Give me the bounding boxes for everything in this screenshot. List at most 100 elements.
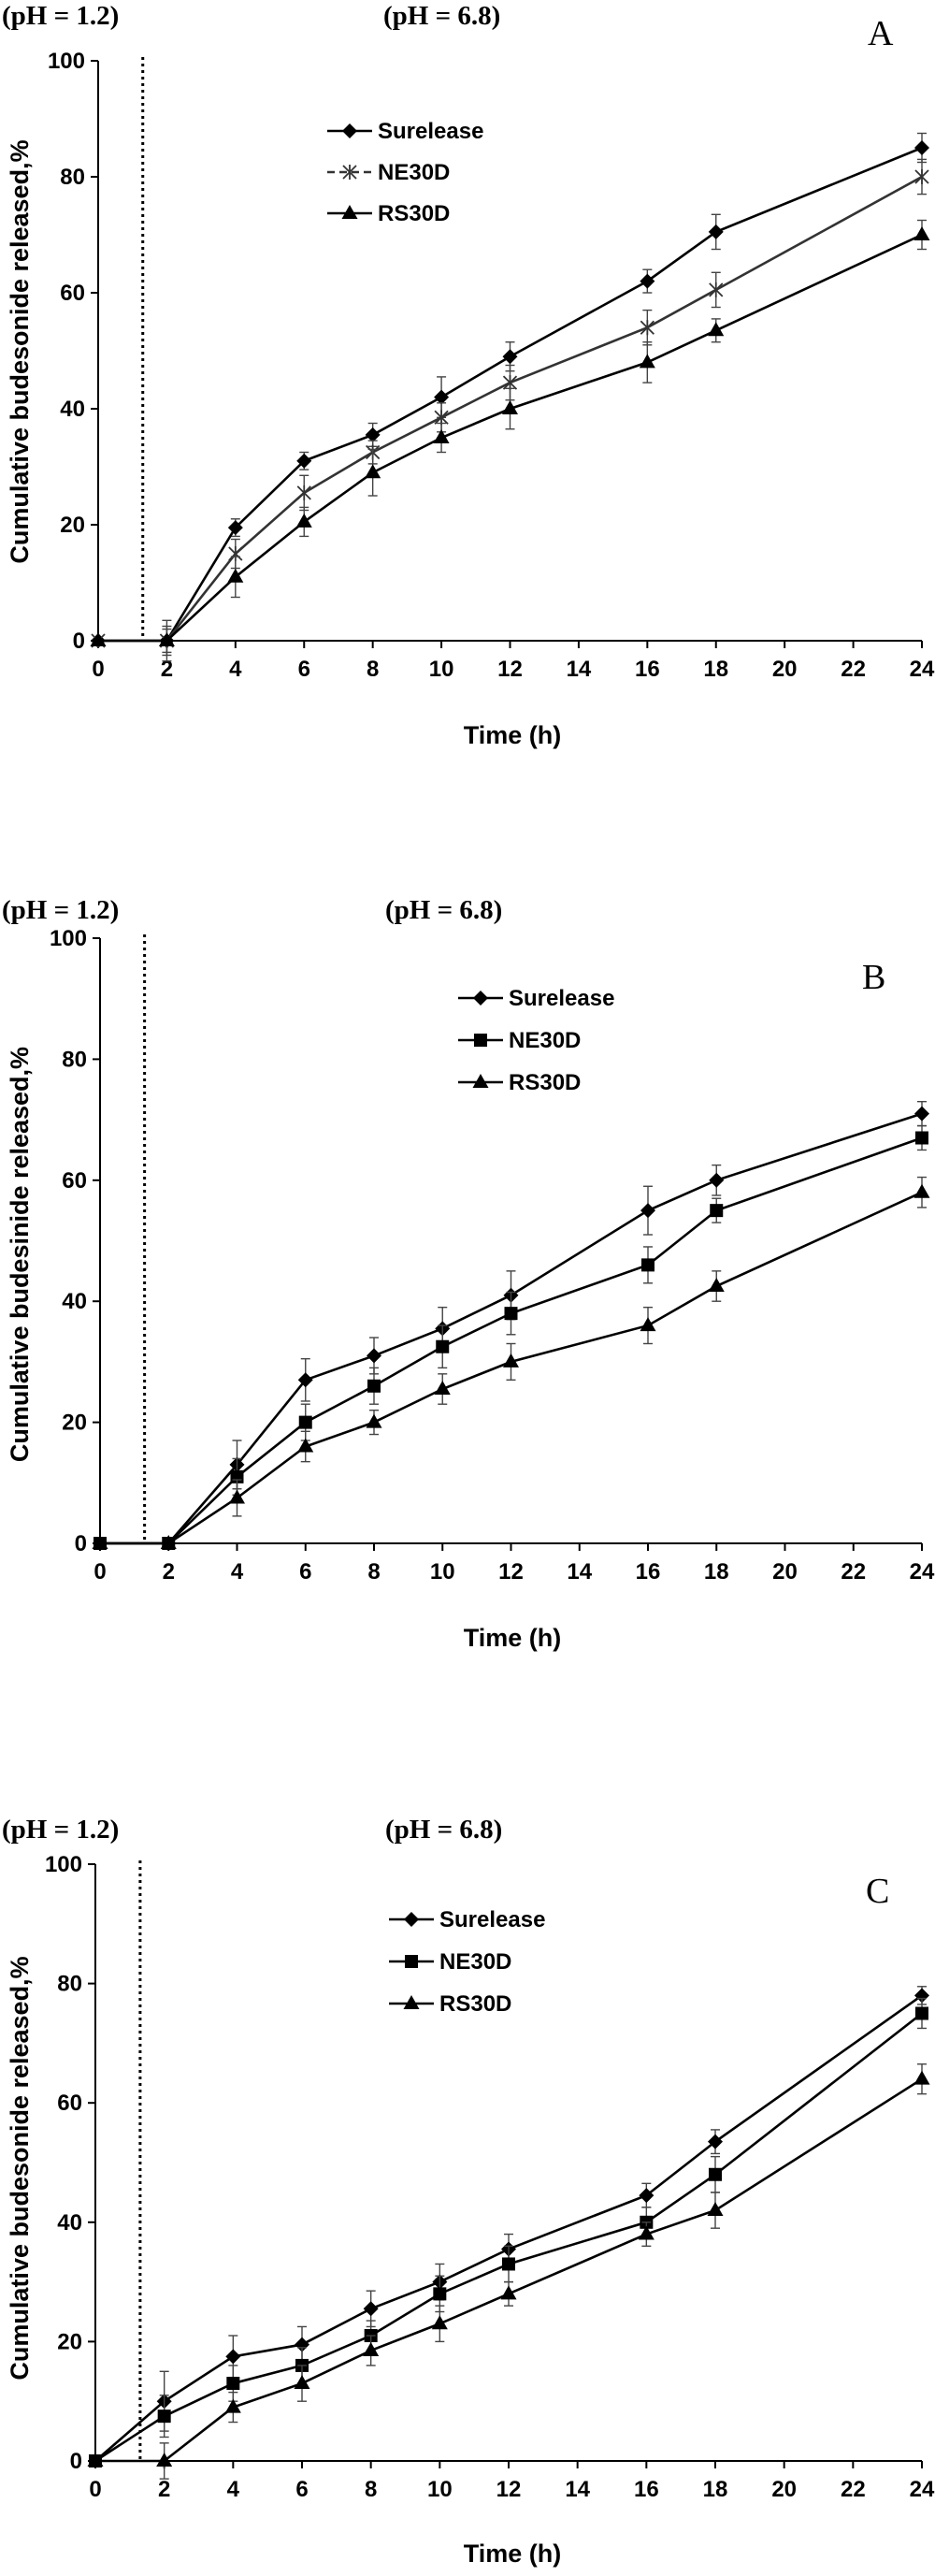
- data-point: [363, 2301, 379, 2317]
- legend-marker: [474, 1034, 487, 1047]
- y-tick-label: 0: [75, 1531, 87, 1556]
- data-point: [502, 400, 518, 414]
- data-point: [709, 1172, 725, 1188]
- data-point: [710, 1204, 724, 1218]
- data-point: [913, 226, 930, 240]
- x-tick-label: 18: [704, 1559, 729, 1585]
- data-point: [90, 632, 107, 646]
- data-point: [160, 1535, 177, 1549]
- x-tick-label: 18: [703, 2477, 728, 2502]
- data-point: [707, 2202, 724, 2217]
- legend-item: Surelease: [458, 986, 614, 1011]
- plot-area: [87, 1986, 930, 2480]
- x-axis-label: Time (h): [464, 1624, 562, 1652]
- ph-neutral-label: (pH = 6.8): [383, 1, 500, 31]
- series-line: [98, 146, 923, 643]
- data-point: [641, 1258, 654, 1272]
- x-tick-label: 8: [367, 657, 379, 682]
- chart-panel-c: (pH = 1.2) (pH = 6.8) C Cumulative budes…: [2, 1815, 935, 2568]
- data-point: [433, 429, 450, 443]
- series-line: [95, 2077, 923, 2463]
- series-rs30d: [90, 219, 930, 654]
- data-point: [297, 1372, 313, 1388]
- legend-marker: [473, 991, 488, 1006]
- x-tick-label: 0: [89, 2477, 101, 2502]
- x-tick-label: 10: [429, 657, 454, 682]
- chart-panel-a: (pH = 1.2) (pH = 6.8) A Cumulative budes…: [2, 1, 935, 749]
- data-point: [295, 513, 312, 528]
- data-point: [914, 169, 929, 184]
- x-tick-label: 20: [772, 657, 798, 682]
- chart-panel-b: (pH = 1.2) (pH = 6.8) B Cumulative budes…: [2, 895, 935, 1652]
- plot-area: [90, 132, 930, 662]
- x-tick-label: 14: [567, 657, 592, 682]
- data-point: [639, 354, 655, 369]
- series-line: [98, 233, 923, 643]
- series-ne30d: [89, 1997, 928, 2467]
- data-point: [640, 320, 654, 336]
- x-tick-label: 10: [430, 1559, 455, 1585]
- data-point: [229, 1489, 245, 1504]
- legend: Surelease NE30D RS30D: [389, 1907, 545, 2017]
- data-point: [224, 2398, 241, 2413]
- legend-marker: [341, 205, 358, 219]
- data-point: [504, 1307, 518, 1321]
- legend-marker: [403, 1995, 420, 2009]
- data-point: [436, 1339, 450, 1353]
- data-point: [914, 1106, 929, 1122]
- series-line: [100, 1191, 923, 1545]
- series-surelease: [88, 1986, 929, 2468]
- series-rs30d: [92, 1176, 930, 1549]
- legend-item: RS30D: [327, 201, 450, 226]
- data-point: [709, 2167, 722, 2181]
- legend-label: Surelease: [378, 119, 483, 144]
- data-point: [365, 427, 381, 442]
- legend-marker: [472, 1074, 489, 1088]
- x-tick-label: 12: [498, 1559, 524, 1585]
- data-point: [225, 2349, 241, 2365]
- y-tick-label: 0: [73, 629, 85, 654]
- legend-label: NE30D: [378, 160, 450, 185]
- x-axis-label: Time (h): [464, 721, 562, 749]
- series-rs30d: [87, 2063, 930, 2480]
- x-tick-label: 14: [565, 2477, 590, 2502]
- legend-label: NE30D: [439, 1949, 511, 1975]
- series-ne30d: [91, 158, 929, 657]
- legend-label: RS30D: [509, 1070, 581, 1095]
- legend-item: RS30D: [389, 1991, 511, 2017]
- y-tick-label: 100: [45, 1852, 82, 1877]
- legend-label: Surelease: [439, 1907, 545, 1932]
- legend-marker: [404, 1912, 419, 1927]
- data-point: [363, 2341, 380, 2356]
- data-point: [87, 2453, 104, 2467]
- data-point: [708, 322, 725, 337]
- y-tick-label: 40: [57, 2210, 82, 2236]
- x-tick-label: 24: [910, 1559, 935, 1585]
- plot-area: [92, 1100, 930, 1551]
- data-point: [640, 273, 655, 289]
- ph-neutral-label: (pH = 6.8): [385, 1815, 502, 1845]
- x-tick-label: 24: [910, 657, 935, 682]
- data-point: [296, 485, 311, 500]
- ph-acid-label: (pH = 1.2): [2, 1, 119, 31]
- data-point: [708, 2134, 723, 2149]
- panel-label: B: [862, 958, 885, 997]
- y-axis-label: Cumulative budesonide released,%: [6, 139, 34, 563]
- data-point: [365, 464, 381, 479]
- y-tick-label: 80: [60, 165, 85, 190]
- legend: Surelease NE30D RS30D: [458, 986, 614, 1095]
- x-tick-label: 22: [841, 1559, 866, 1585]
- data-point: [502, 375, 518, 391]
- data-point: [297, 1438, 314, 1453]
- x-tick-label: 4: [229, 657, 242, 682]
- panel-label: C: [866, 1872, 889, 1911]
- data-point: [914, 140, 929, 155]
- data-point: [638, 2225, 654, 2240]
- x-tick-label: 12: [496, 2477, 522, 2502]
- legend-item: Surelease: [389, 1907, 545, 1932]
- x-tick-label: 4: [231, 1559, 244, 1585]
- data-point: [158, 632, 175, 646]
